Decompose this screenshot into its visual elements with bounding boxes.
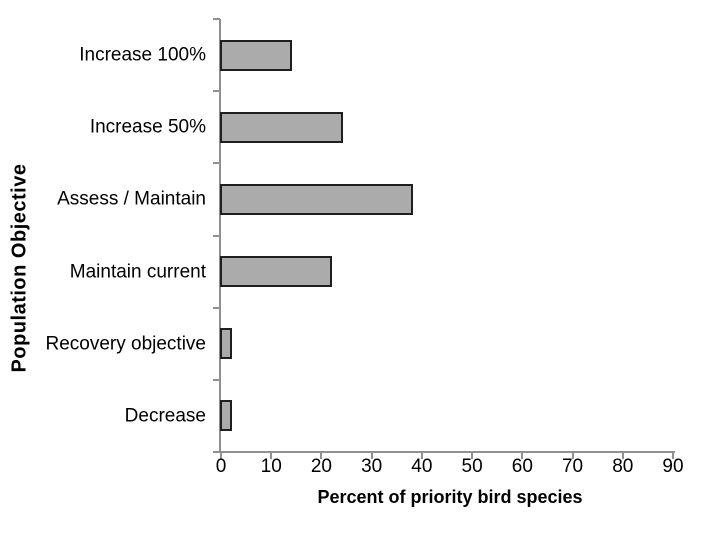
bar-increase-50 <box>220 111 343 143</box>
y-axis-line <box>219 19 221 453</box>
bar-recovery-objective <box>220 328 233 360</box>
category-label-recovery-objective: Recovery objective <box>45 333 206 355</box>
y-axis-tick <box>213 162 220 165</box>
category-label-increase-100: Increase 100% <box>79 44 206 66</box>
y-axis-tick <box>213 90 220 93</box>
category-label-increase-50: Increase 50% <box>89 116 206 138</box>
x-axis-title: Percent of priority bird species <box>317 487 583 507</box>
x-axis-tick <box>621 453 624 459</box>
bar-decrease <box>220 400 233 432</box>
x-axis-tick <box>571 453 574 459</box>
category-label-assess-maintain: Assess / Maintain <box>57 188 206 210</box>
x-tick-label-80: 80 <box>612 456 634 477</box>
x-axis-tick <box>672 453 674 459</box>
y-axis-tick <box>213 306 220 309</box>
x-axis-tick <box>521 453 524 459</box>
x-tick-label-40: 40 <box>411 456 433 477</box>
x-axis-tick <box>370 453 373 459</box>
x-tick-label-60: 60 <box>511 456 533 477</box>
x-tick-label-70: 70 <box>561 456 584 477</box>
y-axis-tick <box>213 451 220 453</box>
x-tick-label-50: 50 <box>461 456 483 477</box>
bar-assess-maintain <box>220 183 413 215</box>
category-label-maintain-current: Maintain current <box>69 261 206 283</box>
x-tick-label-20: 20 <box>310 456 333 477</box>
y-axis-tick <box>213 378 220 381</box>
x-tick-label-90: 90 <box>662 456 684 477</box>
x-axis-tick <box>220 453 222 459</box>
x-axis-tick <box>320 453 323 459</box>
category-label-decrease: Decrease <box>124 405 206 427</box>
x-axis-tick <box>270 453 273 459</box>
x-axis-tick <box>471 453 474 459</box>
y-axis-tick <box>213 234 220 237</box>
x-tick-label-10: 10 <box>260 456 282 477</box>
bar-maintain-current <box>220 256 333 288</box>
x-axis-tick <box>420 453 423 459</box>
y-axis-title: Population Objective <box>8 163 31 373</box>
bar-increase-100 <box>220 39 293 71</box>
x-tick-label-30: 30 <box>361 456 383 477</box>
x-axis-line <box>219 451 675 453</box>
x-tick-label-0: 0 <box>215 456 227 477</box>
y-axis-tick <box>213 18 220 20</box>
